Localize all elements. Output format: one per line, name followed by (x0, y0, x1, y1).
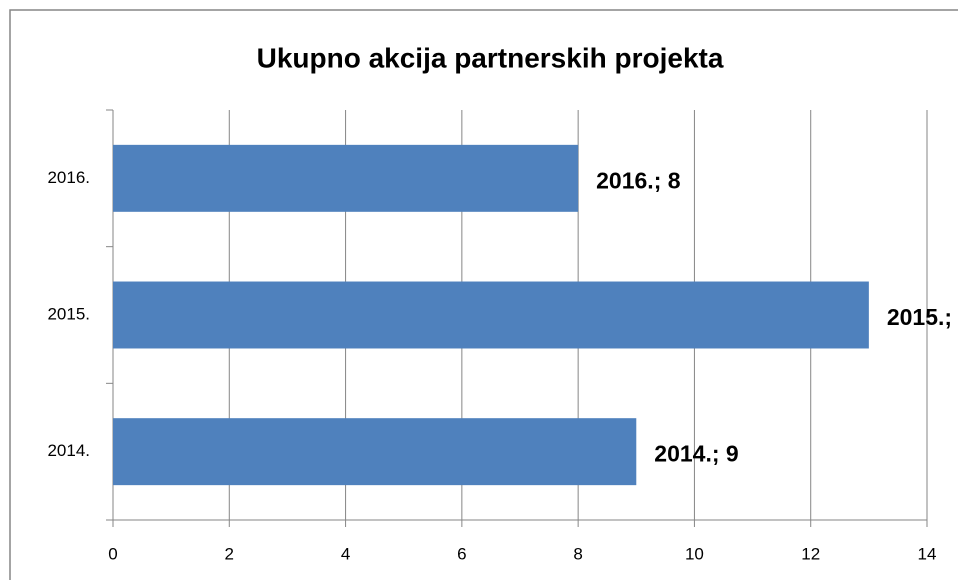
bar (113, 281, 869, 349)
data-label: 2014.; 9 (654, 441, 738, 467)
x-tick-label: 10 (685, 544, 704, 563)
chart-title: Ukupno akcija partnerskih projekta (257, 42, 724, 73)
y-tick-label: 2015. (47, 304, 90, 323)
x-tick-label: 4 (341, 544, 350, 563)
y-tick-label: 2016. (47, 168, 90, 187)
bar (113, 418, 637, 486)
y-tick-label: 2014. (47, 441, 90, 460)
data-label: 2016.; 8 (596, 167, 681, 193)
x-tick-label: 8 (573, 544, 582, 563)
x-tick-label: 14 (918, 544, 937, 563)
x-tick-label: 6 (457, 544, 466, 563)
x-tick-label: 0 (108, 544, 117, 563)
x-tick-label: 12 (801, 544, 820, 563)
x-tick-label: 2 (225, 544, 234, 563)
data-label: 2015.; 13 (887, 304, 958, 330)
bar (113, 144, 579, 212)
